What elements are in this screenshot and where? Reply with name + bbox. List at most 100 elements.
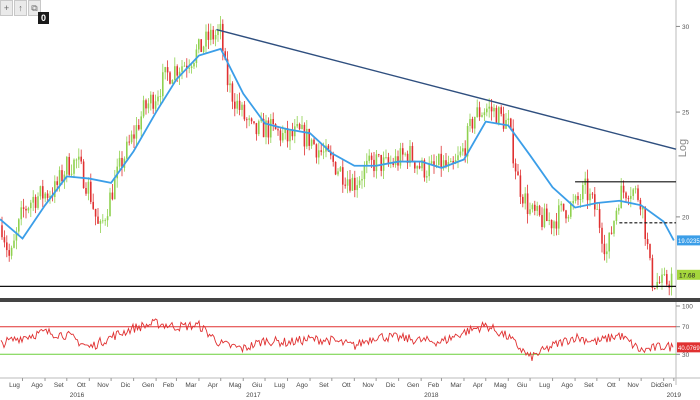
candle-body — [466, 125, 469, 157]
candle-body — [133, 134, 135, 139]
candle-body — [567, 216, 570, 219]
candle-body — [15, 231, 18, 241]
candle-body — [152, 94, 154, 109]
candle-body — [296, 124, 298, 127]
candle-body — [654, 288, 656, 289]
candle-body — [298, 124, 301, 129]
candle-body — [358, 180, 361, 186]
candle-body — [243, 104, 246, 120]
candle-body — [183, 65, 186, 67]
candle-body — [594, 194, 596, 210]
candle-body — [279, 130, 282, 141]
candle-body — [471, 118, 474, 129]
x-year-label: 2017 — [246, 392, 261, 399]
candle-body — [409, 145, 411, 164]
x-tick-label: Gen — [660, 382, 673, 389]
candle-body — [157, 96, 159, 102]
candle-body — [606, 251, 608, 255]
candle-body — [126, 141, 128, 159]
x-tick-label: Nov — [97, 382, 109, 389]
candle-body — [37, 196, 39, 208]
candle-body — [462, 148, 464, 152]
candle-body — [502, 113, 505, 129]
candle-body — [118, 157, 121, 167]
x-year-label: 2018 — [424, 392, 439, 399]
candle-body — [368, 155, 370, 161]
candle-body — [135, 125, 138, 139]
candle-body — [80, 156, 82, 162]
candle-body — [262, 118, 265, 138]
candle-body — [416, 166, 418, 169]
candle-body — [354, 177, 356, 191]
candle-body — [99, 221, 102, 224]
candle-body — [267, 120, 270, 138]
candle-body — [392, 162, 394, 165]
candle-body — [582, 185, 584, 200]
candle-body — [327, 145, 330, 152]
candle-body — [642, 207, 644, 210]
candle-body — [488, 106, 490, 109]
candle-body — [282, 133, 284, 141]
candle-body — [579, 199, 582, 200]
candle-body — [512, 128, 514, 164]
osc-y-tick-label: 30 — [682, 352, 690, 359]
candle-body — [555, 221, 558, 229]
candle-body — [558, 205, 560, 229]
candle-body — [162, 72, 164, 97]
candle-body — [270, 118, 272, 138]
panel-divider — [0, 298, 700, 302]
toolbar-badge[interactable]: 0 — [38, 12, 49, 24]
candle-body — [378, 154, 380, 156]
candle-body — [570, 203, 572, 217]
x-tick-label: Ott — [342, 382, 351, 389]
candle-body — [250, 118, 253, 122]
candle-body — [229, 83, 231, 86]
y-axis-label: Log — [677, 139, 689, 157]
grid-icon[interactable]: ⧉ — [28, 0, 41, 16]
candle-body — [58, 170, 61, 185]
candle-body — [8, 250, 10, 256]
candle-body — [255, 123, 258, 135]
candle-body — [622, 185, 625, 193]
candle-body — [284, 128, 286, 134]
candle-body — [20, 207, 22, 220]
candle-body — [656, 281, 658, 289]
oscillator-value-label: 40.0769 — [678, 346, 700, 352]
candle-body — [596, 209, 598, 210]
candle-body — [22, 207, 25, 209]
ma-value-tag — [677, 235, 700, 246]
last-price-label: 17.68 — [679, 272, 696, 279]
candle-body — [620, 185, 622, 209]
arrow-up-icon[interactable]: ↑ — [14, 0, 27, 16]
x-tick-label: Giu — [517, 382, 528, 389]
candle-body — [536, 205, 538, 211]
candle-body — [303, 124, 306, 147]
candle-body — [598, 209, 601, 228]
candle-body — [344, 184, 346, 186]
candle-body — [315, 144, 318, 158]
candle-body — [310, 139, 313, 146]
candle-body — [49, 195, 51, 198]
candle-body — [474, 117, 476, 129]
crosshair-icon[interactable]: + — [0, 0, 13, 16]
candle-body — [445, 160, 447, 167]
candle-body — [565, 210, 567, 219]
x-tick-label: Mar — [185, 382, 197, 389]
candle-body — [224, 51, 226, 60]
candle-body — [517, 171, 519, 176]
x-tick-label: Set — [54, 382, 64, 389]
candle-body — [514, 163, 517, 172]
candle-body — [334, 161, 337, 175]
candle-body — [658, 281, 661, 283]
x-tick-label: Dic — [386, 382, 396, 389]
candle-body — [238, 100, 241, 110]
oscillator-line — [0, 318, 674, 361]
candle-body — [222, 23, 224, 52]
candle-body — [464, 148, 466, 157]
candle-body — [577, 196, 579, 200]
candle-body — [236, 100, 238, 109]
candle-body — [63, 174, 66, 182]
ma-value-label: 19.0235 — [678, 239, 700, 245]
candle-body — [301, 124, 303, 129]
